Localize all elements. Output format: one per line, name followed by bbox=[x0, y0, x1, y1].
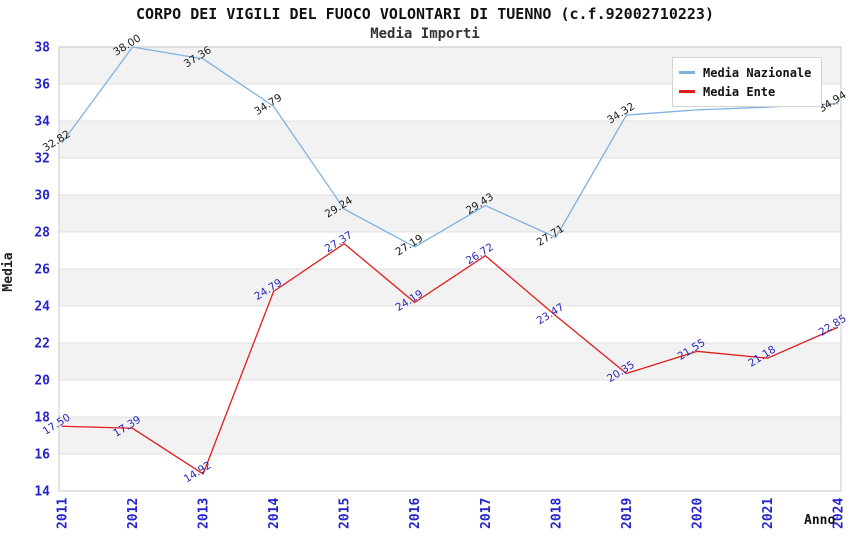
series-line-media-ente bbox=[61, 243, 839, 475]
y-tick-label: 14 bbox=[34, 485, 50, 500]
legend-item-media-ente: Media Ente bbox=[679, 82, 811, 101]
x-tick-label: 2013 bbox=[197, 498, 212, 529]
y-tick-label: 22 bbox=[34, 337, 50, 352]
band bbox=[59, 417, 841, 454]
legend-swatch-red bbox=[679, 90, 695, 93]
y-tick-label: 38 bbox=[34, 41, 50, 56]
band bbox=[59, 121, 841, 158]
x-tick-label: 2018 bbox=[549, 498, 564, 529]
legend-label: Media Nazionale bbox=[703, 65, 812, 80]
series-line-media-nazionale bbox=[61, 46, 839, 248]
legend-item-media-nazionale: Media Nazionale bbox=[679, 63, 811, 82]
x-tick-label: 2012 bbox=[126, 498, 141, 529]
x-tick-label: 2021 bbox=[761, 498, 776, 529]
y-tick-label: 24 bbox=[34, 300, 50, 315]
x-tick-label: 2016 bbox=[408, 498, 423, 529]
x-tick-label: 2019 bbox=[620, 498, 635, 529]
y-tick-label: 32 bbox=[34, 152, 50, 167]
y-tick-label: 30 bbox=[34, 189, 50, 204]
y-tick-label: 16 bbox=[34, 448, 50, 463]
y-axis-title: Media bbox=[1, 252, 16, 292]
chart-legend: Media Nazionale Media Ente bbox=[672, 57, 823, 107]
y-tick-label: 36 bbox=[34, 78, 50, 93]
y-tick-label: 28 bbox=[34, 226, 50, 241]
y-tick-label: 34 bbox=[34, 115, 50, 130]
x-tick-label: 2011 bbox=[56, 498, 71, 529]
chart-subtitle: Media Importi bbox=[370, 26, 480, 42]
x-tick-label: 2020 bbox=[690, 498, 705, 529]
band bbox=[59, 343, 841, 380]
y-tick-label: 18 bbox=[34, 411, 50, 426]
x-tick-label: 2015 bbox=[338, 498, 353, 529]
band bbox=[59, 269, 841, 306]
x-axis-title: Anno bbox=[804, 513, 836, 528]
x-tick-label: 2017 bbox=[479, 498, 494, 529]
plot-border bbox=[58, 46, 842, 492]
y-tick-label: 26 bbox=[34, 263, 50, 278]
chart-title: CORPO DEI VIGILI DEL FUOCO VOLONTARI DI … bbox=[136, 5, 714, 23]
x-tick-label: 2024 bbox=[832, 498, 847, 529]
legend-swatch-blue bbox=[679, 71, 695, 74]
x-tick-label: 2014 bbox=[267, 498, 282, 529]
legend-label: Media Ente bbox=[703, 84, 776, 99]
y-tick-label: 20 bbox=[34, 374, 50, 389]
